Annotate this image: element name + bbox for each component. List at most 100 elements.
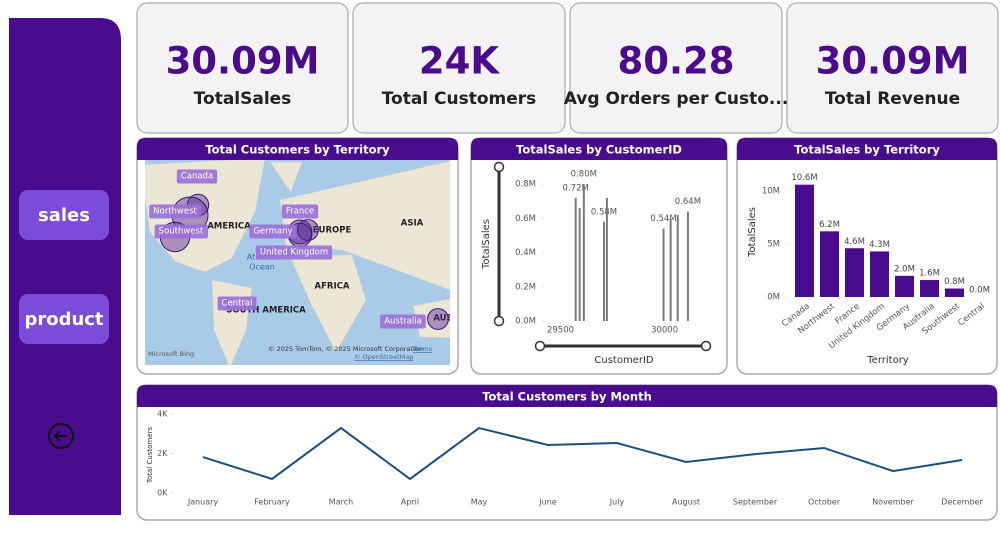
territory-label-box: [154, 224, 208, 239]
value-label: 6.2M: [819, 220, 840, 230]
map-label: EUROPE: [313, 226, 352, 236]
kpi-label: TotalSales: [194, 89, 292, 109]
kpi-value: 24K: [419, 40, 500, 83]
y-tick-label: 0.0M: [515, 317, 536, 327]
value-label: 0.54M: [650, 214, 676, 224]
kpi-value: 80.28: [617, 40, 734, 83]
slider-handle[interactable]: [700, 340, 712, 352]
territory-label: Northwest: [153, 207, 197, 217]
kpi-card: [136, 2, 349, 134]
x-tick-label: November: [872, 498, 914, 507]
bar: [795, 184, 814, 297]
x-tick-label: February: [254, 498, 290, 507]
kpi-label: Avg Orders per Custo...: [564, 89, 789, 109]
nav-button[interactable]: [19, 294, 109, 344]
value-label: 0.58M: [591, 207, 617, 217]
bar: [870, 251, 889, 297]
x-tick-label: June: [538, 498, 557, 507]
territory-label-box: [176, 169, 218, 184]
panel-header: [137, 385, 997, 407]
value-label: 1.6M: [919, 269, 940, 279]
land: [145, 160, 265, 273]
x-tick-label: 29500: [547, 326, 574, 336]
x-tick-label: September: [733, 498, 778, 507]
kpi-card: [786, 2, 999, 134]
bar: [845, 248, 864, 297]
panel-title: TotalSales by Territory: [794, 143, 940, 157]
territory-label-box: [249, 224, 297, 239]
map-label: AUS: [433, 314, 452, 324]
value-label: 4.3M: [869, 240, 890, 250]
y-tick-label: 0.2M: [515, 282, 536, 292]
x-tick-label: December: [941, 498, 983, 507]
map-label: AFRICA: [315, 282, 350, 292]
panel-header: [737, 138, 997, 160]
territory-label-box: [217, 296, 257, 311]
x-axis-title: CustomerID: [594, 355, 654, 366]
panel-title: Total Customers by Month: [482, 390, 652, 404]
bar: [662, 228, 665, 321]
kpi-card: [569, 2, 783, 134]
nav-button[interactable]: [19, 190, 109, 240]
sidebar: [9, 18, 121, 515]
nav-button-label: product: [24, 309, 103, 330]
y-tick-label: 5M: [767, 240, 780, 250]
slider-handle[interactable]: [534, 340, 546, 352]
value-label: 0.0M: [969, 286, 990, 296]
territory-bubble: [427, 308, 449, 330]
back-arrow: [53, 430, 67, 442]
bar: [676, 214, 679, 321]
x-axis-title: Territory: [866, 355, 909, 366]
territory-bubble: [297, 219, 319, 241]
land: [269, 161, 303, 193]
kpi-value: 30.09M: [166, 40, 320, 83]
y-axis-title: TotalSales: [481, 219, 492, 270]
bar: [574, 197, 577, 321]
nav-button-label: sales: [38, 205, 90, 226]
slider-handle[interactable]: [493, 161, 505, 173]
bar: [669, 218, 672, 321]
territory-label: Canada: [181, 172, 213, 182]
territory-label-box: [255, 245, 333, 260]
map-label: SOUTH AMERICA: [226, 306, 306, 316]
territory-label: Central: [222, 299, 253, 309]
bar: [895, 275, 914, 297]
bar: [945, 288, 964, 297]
kpi-card: [352, 2, 566, 134]
panel-title: Total Customers by Territory: [205, 143, 390, 157]
value-label: 0.8M: [944, 277, 965, 287]
kpi-value: 30.09M: [816, 40, 970, 83]
kpi-label: Total Revenue: [825, 89, 960, 109]
value-label: 10.6M: [791, 173, 817, 183]
kpi-label: Total Customers: [382, 89, 537, 109]
territory-label: Australia: [384, 317, 422, 327]
map-attribution: © 2025 TomTom, © 2025 Microsoft Corporat…: [268, 345, 423, 353]
y-axis-title: TotalSales: [747, 207, 758, 258]
map-terms: Terms: [412, 345, 433, 353]
bar: [920, 280, 939, 297]
y-tick-label: 0M: [767, 293, 780, 303]
map-label: Ocean: [249, 263, 275, 272]
territory-label-box: [149, 204, 202, 219]
territory-label-box: [281, 204, 319, 219]
y-tick-label: 4K: [157, 410, 168, 419]
slider-handle[interactable]: [493, 315, 505, 327]
territory-label: Germany: [253, 227, 292, 237]
y-tick-label: 0.6M: [515, 214, 536, 224]
y-tick-label: 0K: [157, 489, 168, 498]
x-tick-label: March: [329, 498, 353, 507]
value-label: 4.6M: [844, 237, 865, 247]
bar: [605, 197, 608, 321]
x-tick-label: January: [187, 498, 219, 507]
territory-label: United Kingdom: [260, 248, 328, 258]
y-axis-title: Total Customers: [146, 427, 154, 485]
y-tick-label: 0.8M: [515, 180, 536, 190]
panel-header: [471, 138, 727, 160]
y-tick-label: 10M: [762, 187, 780, 197]
panel-title: TotalSales by CustomerID: [516, 143, 682, 157]
back-button[interactable]: [48, 423, 74, 449]
bar: [603, 221, 606, 321]
value-label: 0.80M: [571, 170, 597, 180]
